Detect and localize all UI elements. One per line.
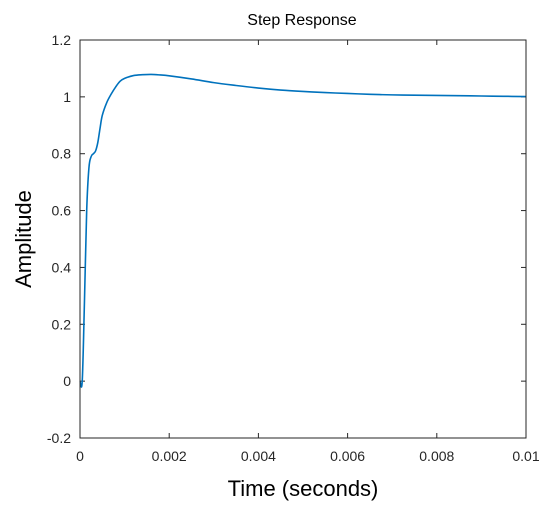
y-axis-title: Amplitude [11,190,36,288]
x-tick-label: 0.006 [330,448,365,464]
x-axis-title: Time (seconds) [228,476,379,501]
y-tick-label: 0.6 [52,203,72,219]
y-tick-label: 0.8 [52,146,72,162]
x-tick-label: 0.004 [241,448,276,464]
y-tick-label: 1 [63,89,71,105]
y-tick-label: 0.2 [52,316,72,332]
plot-frame [79,39,527,439]
y-tick-label: -0.2 [47,430,71,446]
x-tick-label: 0.01 [512,448,539,464]
y-tick-label: 0.4 [52,259,72,275]
y-tick-label: 0 [63,373,71,389]
series-layer [79,73,527,388]
ticks-layer: 0 0.002 0.004 0.006 0.008 0.01 -0.2 0 0.2 0.4 0.6 0… [47,32,540,464]
x-tick-label: 0 [76,448,84,464]
x-tick-label: 0.002 [152,448,187,464]
series-line-0 [79,73,527,388]
x-tick-label: 0.008 [419,448,454,464]
chart-title: Step Response [247,12,357,29]
y-tick-label: 1.2 [52,32,72,48]
